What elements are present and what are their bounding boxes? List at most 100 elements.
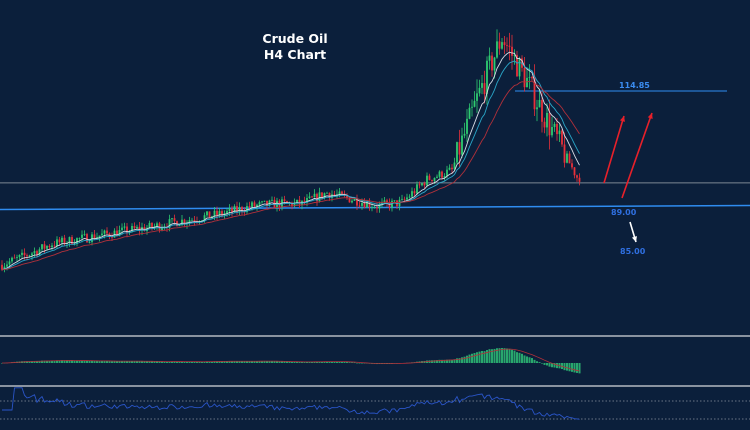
macd-signal-line [1, 348, 580, 372]
macd-bar [186, 361, 188, 363]
candle [423, 181, 426, 189]
macd-bar [438, 359, 441, 363]
candle-body [263, 200, 266, 202]
candle [238, 202, 241, 216]
candle-body [208, 211, 211, 218]
candle-body [131, 226, 133, 232]
candle [488, 47, 491, 70]
candle [263, 200, 266, 203]
candle [506, 37, 508, 52]
candle [61, 235, 63, 246]
macd-bar [443, 359, 446, 363]
macd-bar [468, 354, 471, 363]
macd-bar [288, 361, 291, 363]
candle-body [206, 211, 208, 216]
candle-body [13, 257, 16, 259]
candle [403, 196, 406, 202]
candle-body [438, 171, 441, 177]
candle-body [313, 193, 316, 198]
candle [503, 35, 506, 55]
macd-bar [116, 361, 118, 363]
candle-body [76, 238, 78, 244]
macd-bar [1, 363, 3, 364]
candle-body [446, 169, 448, 177]
macd-bar [133, 361, 136, 363]
macd-bar [461, 357, 463, 363]
macd-bar [448, 359, 451, 363]
candle-body [6, 264, 8, 267]
candle-body [336, 194, 338, 196]
macd-bar [441, 359, 443, 363]
candle-body [416, 184, 418, 194]
candle-body [293, 202, 296, 207]
macd-bar [553, 363, 556, 368]
candle [553, 121, 556, 132]
candle [368, 198, 371, 211]
candle-body [473, 100, 476, 107]
macd-bar [343, 361, 346, 363]
candle [571, 159, 573, 170]
macd-bar [191, 361, 193, 363]
candle-body [81, 234, 83, 239]
macd-bar [208, 361, 211, 363]
candle [458, 129, 461, 168]
candle [231, 205, 233, 217]
candle [431, 179, 433, 184]
macd-bar [556, 363, 558, 369]
macd-bar [143, 361, 146, 363]
macd-bar [46, 360, 48, 363]
candle-body [483, 83, 486, 95]
macd-bar [431, 360, 433, 363]
candle [483, 70, 486, 104]
macd-bar [261, 361, 263, 363]
macd-bar [491, 349, 493, 363]
candle-body [298, 199, 301, 205]
candle [381, 198, 383, 208]
macd-bar [483, 351, 486, 363]
macd-bar [453, 359, 456, 363]
macd-bar [181, 361, 183, 363]
candle [41, 244, 43, 252]
macd-bar [358, 363, 361, 364]
candle-body [543, 121, 546, 128]
candle-body [558, 130, 561, 135]
candle-body [381, 202, 383, 204]
candle-body [376, 207, 378, 209]
candle [408, 194, 411, 199]
macd-bar [338, 361, 341, 363]
macd-bar [313, 361, 316, 363]
macd-bar [541, 363, 543, 364]
macd-bar [516, 352, 518, 363]
macd-bar [573, 363, 576, 373]
rsi-line [2, 387, 580, 420]
macd-bar [546, 363, 548, 366]
candle [336, 189, 338, 199]
candle [48, 244, 51, 250]
candle [136, 224, 138, 230]
candle [356, 194, 358, 210]
candle [21, 249, 23, 259]
candle [248, 201, 251, 211]
macd-bar [58, 360, 61, 363]
macd-bar [551, 363, 553, 368]
candle-body [233, 206, 236, 212]
candle-body [98, 235, 101, 238]
macd-bar [96, 361, 98, 363]
macd-bar [363, 363, 366, 364]
macd-bar [136, 361, 138, 363]
candle-body [213, 210, 216, 217]
candle-body [228, 208, 231, 212]
macd-bar [281, 361, 283, 363]
macd-bar [248, 361, 251, 363]
macd-bar [226, 361, 228, 363]
macd-bar [321, 361, 323, 363]
candle [478, 79, 481, 97]
candle-body [433, 177, 436, 181]
candle-body [183, 219, 186, 224]
macd-bar [76, 360, 78, 363]
candle-body [26, 255, 28, 257]
candle-body [453, 162, 456, 170]
candle-body [1, 264, 3, 270]
candle-body [456, 142, 458, 163]
